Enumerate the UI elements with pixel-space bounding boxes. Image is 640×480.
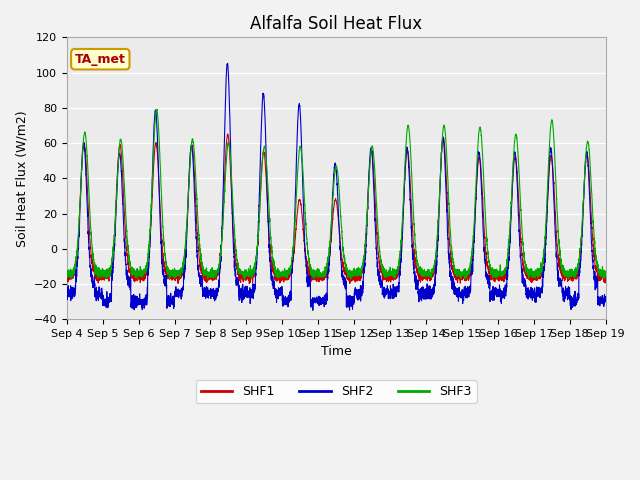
X-axis label: Time: Time xyxy=(321,345,351,358)
Y-axis label: Soil Heat Flux (W/m2): Soil Heat Flux (W/m2) xyxy=(15,110,28,247)
SHF2 xyxy=(488,297,495,302)
SHF2 xyxy=(224,60,232,66)
SHF1 xyxy=(160,259,168,265)
SHF3 xyxy=(316,274,324,279)
SHF2 xyxy=(316,299,324,304)
SHF3 xyxy=(457,271,465,277)
SHF2 xyxy=(160,270,168,276)
SHF3 xyxy=(160,237,168,243)
SHF3 xyxy=(602,269,609,275)
Line: SHF3: SHF3 xyxy=(67,109,605,280)
SHF1 xyxy=(316,275,324,280)
SHF2 xyxy=(457,295,465,301)
SHF3 xyxy=(63,267,70,273)
Legend: SHF1, SHF2, SHF3: SHF1, SHF2, SHF3 xyxy=(196,380,477,403)
SHF1 xyxy=(457,270,465,276)
Text: TA_met: TA_met xyxy=(75,53,125,66)
Line: SHF2: SHF2 xyxy=(67,63,605,310)
SHF1 xyxy=(488,276,495,282)
SHF2 xyxy=(63,291,70,297)
SHF3 xyxy=(153,106,161,112)
SHF3 xyxy=(602,271,609,277)
SHF1 xyxy=(602,276,609,281)
Line: SHF1: SHF1 xyxy=(67,134,605,284)
SHF3 xyxy=(241,277,248,283)
SHF1 xyxy=(602,270,609,276)
SHF1 xyxy=(224,131,232,137)
SHF2 xyxy=(602,294,609,300)
SHF2 xyxy=(602,296,609,301)
SHF3 xyxy=(488,265,495,271)
SHF2 xyxy=(309,307,317,313)
SHF1 xyxy=(246,281,253,287)
SHF1 xyxy=(428,276,435,282)
SHF1 xyxy=(63,271,70,276)
SHF3 xyxy=(428,270,435,276)
Title: Alfalfa Soil Heat Flux: Alfalfa Soil Heat Flux xyxy=(250,15,422,33)
SHF2 xyxy=(428,289,435,295)
